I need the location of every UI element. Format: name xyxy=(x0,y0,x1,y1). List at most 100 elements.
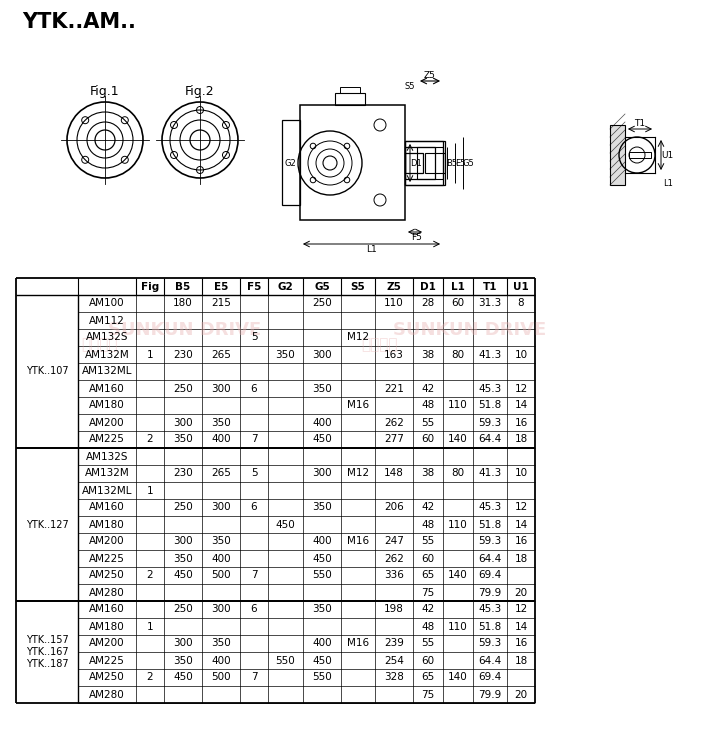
Text: 180: 180 xyxy=(173,299,193,309)
Text: AM160: AM160 xyxy=(89,604,125,615)
Text: T1: T1 xyxy=(482,282,498,291)
Text: 250: 250 xyxy=(173,604,193,615)
Text: 450: 450 xyxy=(173,571,193,580)
Text: 1: 1 xyxy=(147,485,153,496)
Text: 14: 14 xyxy=(514,621,528,631)
Text: 16: 16 xyxy=(514,639,528,648)
Text: 350: 350 xyxy=(211,537,231,547)
Text: 250: 250 xyxy=(312,299,332,309)
Text: SUNKUN DRIVE: SUNKUN DRIVE xyxy=(393,321,546,339)
Text: 250: 250 xyxy=(173,502,193,512)
Text: 400: 400 xyxy=(211,553,231,564)
Text: 51.8: 51.8 xyxy=(478,520,502,529)
Text: 65: 65 xyxy=(421,571,435,580)
Text: 7: 7 xyxy=(251,434,257,445)
Text: 75: 75 xyxy=(421,588,435,597)
Bar xyxy=(405,147,435,179)
Text: Fig.1: Fig.1 xyxy=(90,85,120,98)
Text: 79.9: 79.9 xyxy=(478,588,502,597)
Text: 300: 300 xyxy=(211,383,231,393)
Text: 400: 400 xyxy=(211,656,231,666)
Text: G5: G5 xyxy=(314,282,330,291)
Text: AM200: AM200 xyxy=(89,418,125,428)
Text: 7: 7 xyxy=(251,672,257,683)
Text: 5: 5 xyxy=(251,469,257,478)
Text: M12: M12 xyxy=(347,469,369,478)
Text: 55: 55 xyxy=(421,418,435,428)
Text: 1: 1 xyxy=(147,621,153,631)
Text: 350: 350 xyxy=(173,656,193,666)
Text: 450: 450 xyxy=(276,520,295,529)
Text: 10: 10 xyxy=(514,350,528,359)
Text: AM180: AM180 xyxy=(89,621,125,631)
Text: 277: 277 xyxy=(384,434,404,445)
Text: 254: 254 xyxy=(384,656,404,666)
Text: 12: 12 xyxy=(514,502,528,512)
Text: 262: 262 xyxy=(384,418,404,428)
Text: 300: 300 xyxy=(211,604,231,615)
Text: 110: 110 xyxy=(448,401,468,410)
Text: AM112: AM112 xyxy=(89,315,125,326)
Text: 64.4: 64.4 xyxy=(478,656,502,666)
Text: 20: 20 xyxy=(514,690,528,699)
Text: 18: 18 xyxy=(514,656,528,666)
Text: 7: 7 xyxy=(251,571,257,580)
Text: 80: 80 xyxy=(451,469,464,478)
Text: 上坤传动: 上坤传动 xyxy=(361,337,398,353)
Bar xyxy=(425,153,445,173)
Text: U1: U1 xyxy=(513,282,529,291)
Text: 59.3: 59.3 xyxy=(478,639,502,648)
Text: 247: 247 xyxy=(384,537,404,547)
Text: 550: 550 xyxy=(312,672,332,683)
Text: 69.4: 69.4 xyxy=(478,672,502,683)
Text: 2: 2 xyxy=(147,672,153,683)
Text: 262: 262 xyxy=(384,553,404,564)
Text: U1: U1 xyxy=(661,150,673,159)
Text: 60: 60 xyxy=(421,434,435,445)
Text: 350: 350 xyxy=(312,502,332,512)
Text: F5: F5 xyxy=(412,232,423,242)
Bar xyxy=(405,141,445,185)
Text: AM160: AM160 xyxy=(89,502,125,512)
Text: 400: 400 xyxy=(211,434,231,445)
Text: 1: 1 xyxy=(147,350,153,359)
Text: 65: 65 xyxy=(421,672,435,683)
Text: 12: 12 xyxy=(514,383,528,393)
Text: 80: 80 xyxy=(451,350,464,359)
Text: 28: 28 xyxy=(421,299,435,309)
Text: 2: 2 xyxy=(147,434,153,445)
Text: AM250: AM250 xyxy=(89,571,125,580)
Text: 400: 400 xyxy=(312,639,332,648)
Text: AM225: AM225 xyxy=(89,434,125,445)
Text: 239: 239 xyxy=(384,639,404,648)
Text: 55: 55 xyxy=(421,537,435,547)
Text: 206: 206 xyxy=(384,502,404,512)
Bar xyxy=(417,147,443,179)
Text: AM250: AM250 xyxy=(89,672,125,683)
Text: 45.3: 45.3 xyxy=(478,383,502,393)
Text: T1: T1 xyxy=(634,120,646,128)
Text: 48: 48 xyxy=(421,401,435,410)
Bar xyxy=(405,153,423,173)
Text: 45.3: 45.3 xyxy=(478,502,502,512)
Text: YTK..107: YTK..107 xyxy=(26,366,68,377)
Text: 230: 230 xyxy=(173,350,193,359)
Text: 215: 215 xyxy=(211,299,231,309)
Text: AM132M: AM132M xyxy=(85,350,130,359)
Text: 69.4: 69.4 xyxy=(478,571,502,580)
Text: E5: E5 xyxy=(455,158,465,167)
Text: 6: 6 xyxy=(251,502,257,512)
Text: 400: 400 xyxy=(312,418,332,428)
Text: YTK..157
YTK..167
YTK..187: YTK..157 YTK..167 YTK..187 xyxy=(26,635,68,669)
Text: M16: M16 xyxy=(347,639,369,648)
Text: 16: 16 xyxy=(514,418,528,428)
Text: 14: 14 xyxy=(514,520,528,529)
Text: 221: 221 xyxy=(384,383,404,393)
Text: F5: F5 xyxy=(247,282,261,291)
Text: 48: 48 xyxy=(421,621,435,631)
Text: 500: 500 xyxy=(211,672,231,683)
Text: 上坤传动: 上坤传动 xyxy=(82,337,118,353)
Text: B5: B5 xyxy=(176,282,191,291)
Text: 51.8: 51.8 xyxy=(478,621,502,631)
Text: 16: 16 xyxy=(514,537,528,547)
